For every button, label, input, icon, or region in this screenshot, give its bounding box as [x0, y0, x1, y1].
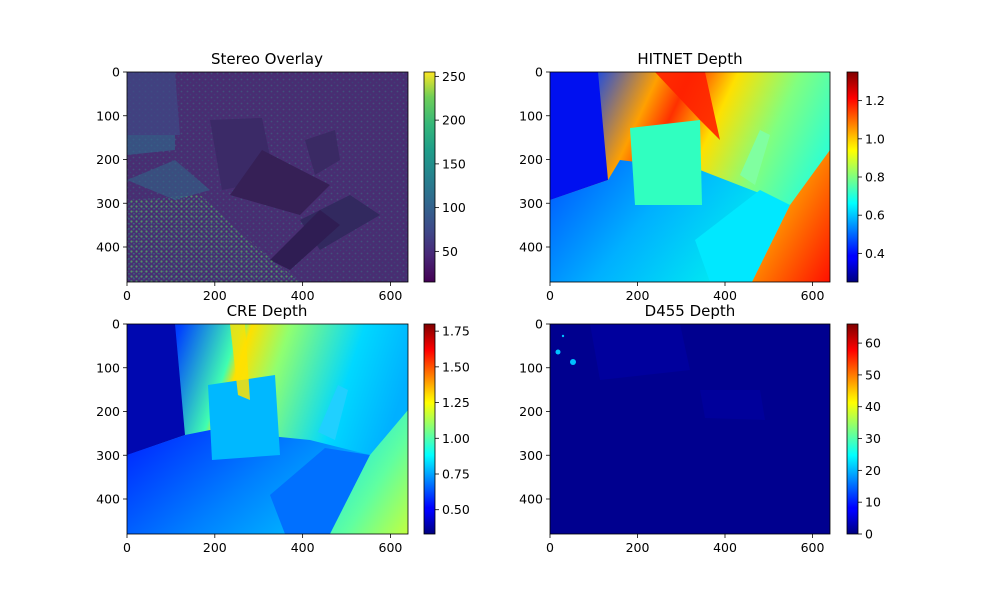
- x-ticks: 0 200 400 600: [123, 282, 402, 303]
- y-tick-label: 400: [96, 240, 120, 255]
- colorbar-tick-label: 40: [865, 399, 881, 414]
- panel-hitnet-depth: HITNET Depth 0 200 400 600 0 100 200 300 400 0.…: [519, 50, 885, 303]
- colorbar-tick-label: 1.00: [442, 431, 470, 446]
- colorbar-tick-label: 50: [865, 367, 881, 382]
- heatmap-image: [550, 72, 830, 282]
- x-tick-label: 600: [801, 288, 825, 303]
- y-tick-label: 100: [96, 108, 120, 123]
- y-tick-label: 200: [519, 404, 543, 419]
- x-tick-label: 200: [203, 540, 227, 555]
- y-tick-label: 100: [519, 360, 543, 375]
- x-tick-label: 200: [626, 288, 650, 303]
- colorbar-tick-label: 1.0: [865, 131, 885, 146]
- colorbar-tick-label: 1.50: [442, 359, 470, 374]
- heatmap-image: [127, 324, 408, 534]
- colorbar-tick-label: 0.50: [442, 502, 470, 517]
- x-tick-label: 400: [713, 288, 737, 303]
- colorbar-ticks: 0 10 20 30 40 50 60: [858, 336, 881, 542]
- colorbar-ticks: 0.4 0.6 0.8 1.0 1.2: [858, 93, 885, 261]
- panel-stereo-overlay: Stereo Overlay 0 200 400 600 0100200300400 …: [96, 50, 466, 303]
- colorbar-tick-label: 10: [865, 495, 881, 510]
- colorbar: [847, 72, 858, 282]
- colorbar: [847, 324, 858, 534]
- colorbar-tick-label: 200: [442, 113, 466, 128]
- y-tick-label: 300: [519, 196, 543, 211]
- x-tick-label: 0: [546, 540, 554, 555]
- x-tick-label: 200: [626, 540, 650, 555]
- y-tick-label: 100: [96, 360, 120, 375]
- y-tick-label: 0: [112, 317, 120, 332]
- colorbar-ticks: 0.50 0.75 1.00 1.25 1.50 1.75: [435, 324, 470, 517]
- colorbar-tick-label: 0.6: [865, 208, 885, 223]
- y-ticks: 0 100 200 300 400: [96, 317, 127, 507]
- x-tick-label: 0: [123, 288, 131, 303]
- x-tick-label: 400: [291, 288, 315, 303]
- colorbar-tick-label: 0.4: [865, 246, 885, 261]
- y-tick-label: 400: [96, 492, 120, 507]
- x-tick-label: 0: [123, 540, 131, 555]
- x-tick-label: 200: [203, 288, 227, 303]
- colorbar-tick-label: 1.2: [865, 93, 885, 108]
- y-tick-label: 300: [519, 448, 543, 463]
- chart-title: HITNET Depth: [637, 50, 742, 68]
- colorbar-tick-label: 0: [865, 527, 873, 542]
- y-ticks: 0 100 200 300 400: [519, 65, 550, 255]
- y-tick-label: 0: [535, 317, 543, 332]
- colorbar-tick-label: 1.75: [442, 324, 470, 339]
- chart-title: CRE Depth: [227, 302, 308, 320]
- y-tick-label: 200: [96, 404, 120, 419]
- y-ticks: 0 100 200 300 400: [96, 65, 127, 255]
- x-tick-label: 0: [546, 288, 554, 303]
- y-tick-label: 200: [519, 152, 543, 167]
- y-tick-label: 400: [519, 492, 543, 507]
- colorbar-tick-label: 100: [442, 200, 466, 215]
- y-tick-label: 100: [519, 108, 543, 123]
- x-ticks: 0 200 400 600: [123, 534, 402, 555]
- colorbar-ticks: 50 100 150 200 250: [435, 69, 466, 259]
- x-ticks: 0 200 400 600: [546, 282, 824, 303]
- colorbar-tick-label: 150: [442, 156, 466, 171]
- y-tick-label: 300: [96, 196, 120, 211]
- colorbar-tick-label: 0.75: [442, 467, 470, 482]
- y-tick-label: 200: [96, 152, 120, 167]
- colorbar-tick-label: 250: [442, 69, 466, 84]
- colorbar-tick-label: 60: [865, 336, 881, 351]
- chart-title: D455 Depth: [645, 302, 736, 320]
- colorbar-tick-label: 20: [865, 463, 881, 478]
- colorbar-tick-label: 0.8: [865, 170, 885, 185]
- x-tick-label: 400: [713, 540, 737, 555]
- x-tick-label: 600: [379, 540, 403, 555]
- colorbar-tick-label: 1.25: [442, 395, 470, 410]
- x-tick-label: 600: [801, 540, 825, 555]
- colorbar-tick-label: 30: [865, 431, 881, 446]
- chart-title: Stereo Overlay: [211, 50, 323, 68]
- x-tick-label: 600: [379, 288, 403, 303]
- heatmap-image: [127, 72, 408, 282]
- y-tick-label: 400: [519, 240, 543, 255]
- colorbar: [424, 324, 435, 534]
- y-tick-label: 300: [96, 448, 120, 463]
- heatmap-image: [550, 324, 830, 534]
- x-tick-label: 400: [291, 540, 315, 555]
- y-tick-label: 0: [112, 65, 120, 80]
- x-ticks: 0 200 400 600: [546, 534, 824, 555]
- colorbar: [424, 72, 435, 282]
- y-ticks: 0 100 200 300 400: [519, 317, 550, 507]
- colorbar-tick-label: 50: [442, 244, 458, 259]
- panel-d455-depth: D455 Depth 0 200 400 600 0 100 200 300 400 0 10 2…: [519, 302, 881, 555]
- y-tick-label: 0: [535, 65, 543, 80]
